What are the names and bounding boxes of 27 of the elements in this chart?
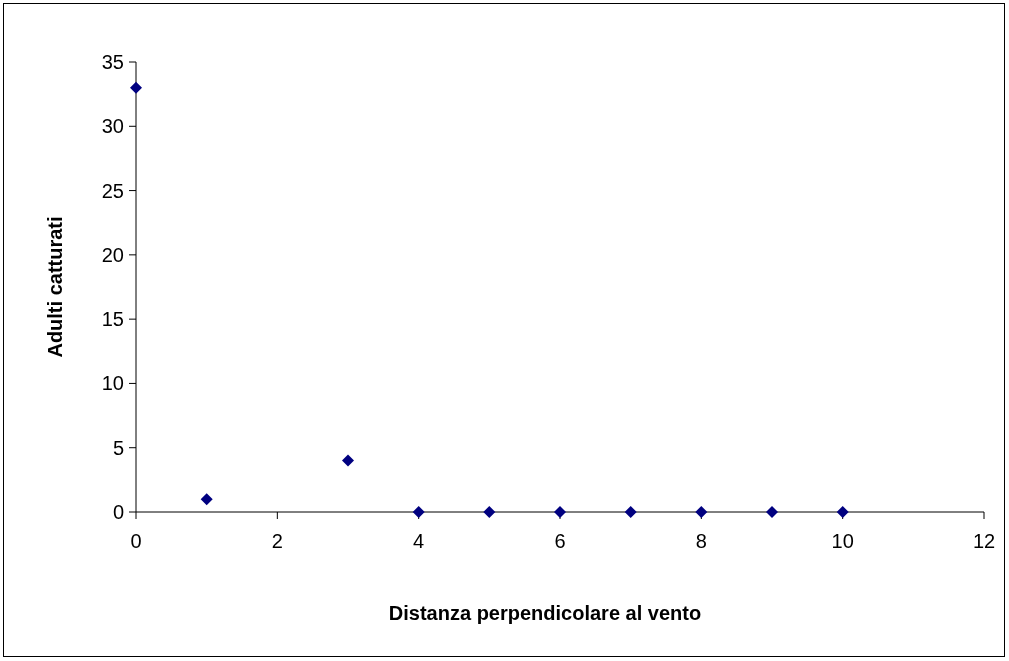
point xyxy=(342,454,354,467)
y-axis-title: Adulti catturati xyxy=(44,216,66,358)
y-tick-label: 25 xyxy=(101,179,124,202)
point xyxy=(200,493,213,506)
point xyxy=(483,506,496,518)
x-tick-label: 8 xyxy=(695,530,707,552)
point xyxy=(695,506,708,518)
y-tick-label: 10 xyxy=(101,372,124,395)
x-tick-label: 0 xyxy=(130,530,142,552)
point xyxy=(130,81,142,94)
point xyxy=(766,506,778,518)
point xyxy=(836,506,849,518)
x-tick-label: 6 xyxy=(554,530,566,552)
x-axis-title: Distanza perpendicolare al vento xyxy=(388,602,702,624)
x-tick-label: 10 xyxy=(831,530,854,552)
y-tick-label: 35 xyxy=(101,51,124,73)
x-tick-label: 2 xyxy=(271,530,283,552)
point xyxy=(412,506,425,518)
y-tick-label: 0 xyxy=(112,501,124,523)
y-tick-label: 15 xyxy=(101,308,124,331)
x-tick-label: 4 xyxy=(413,530,425,552)
x-tick-label: 12 xyxy=(972,530,996,552)
y-tick-label: 30 xyxy=(101,115,124,138)
point xyxy=(554,506,566,518)
y-tick-label: 20 xyxy=(101,243,124,266)
point xyxy=(624,506,637,518)
y-tick-label: 5 xyxy=(112,436,124,459)
